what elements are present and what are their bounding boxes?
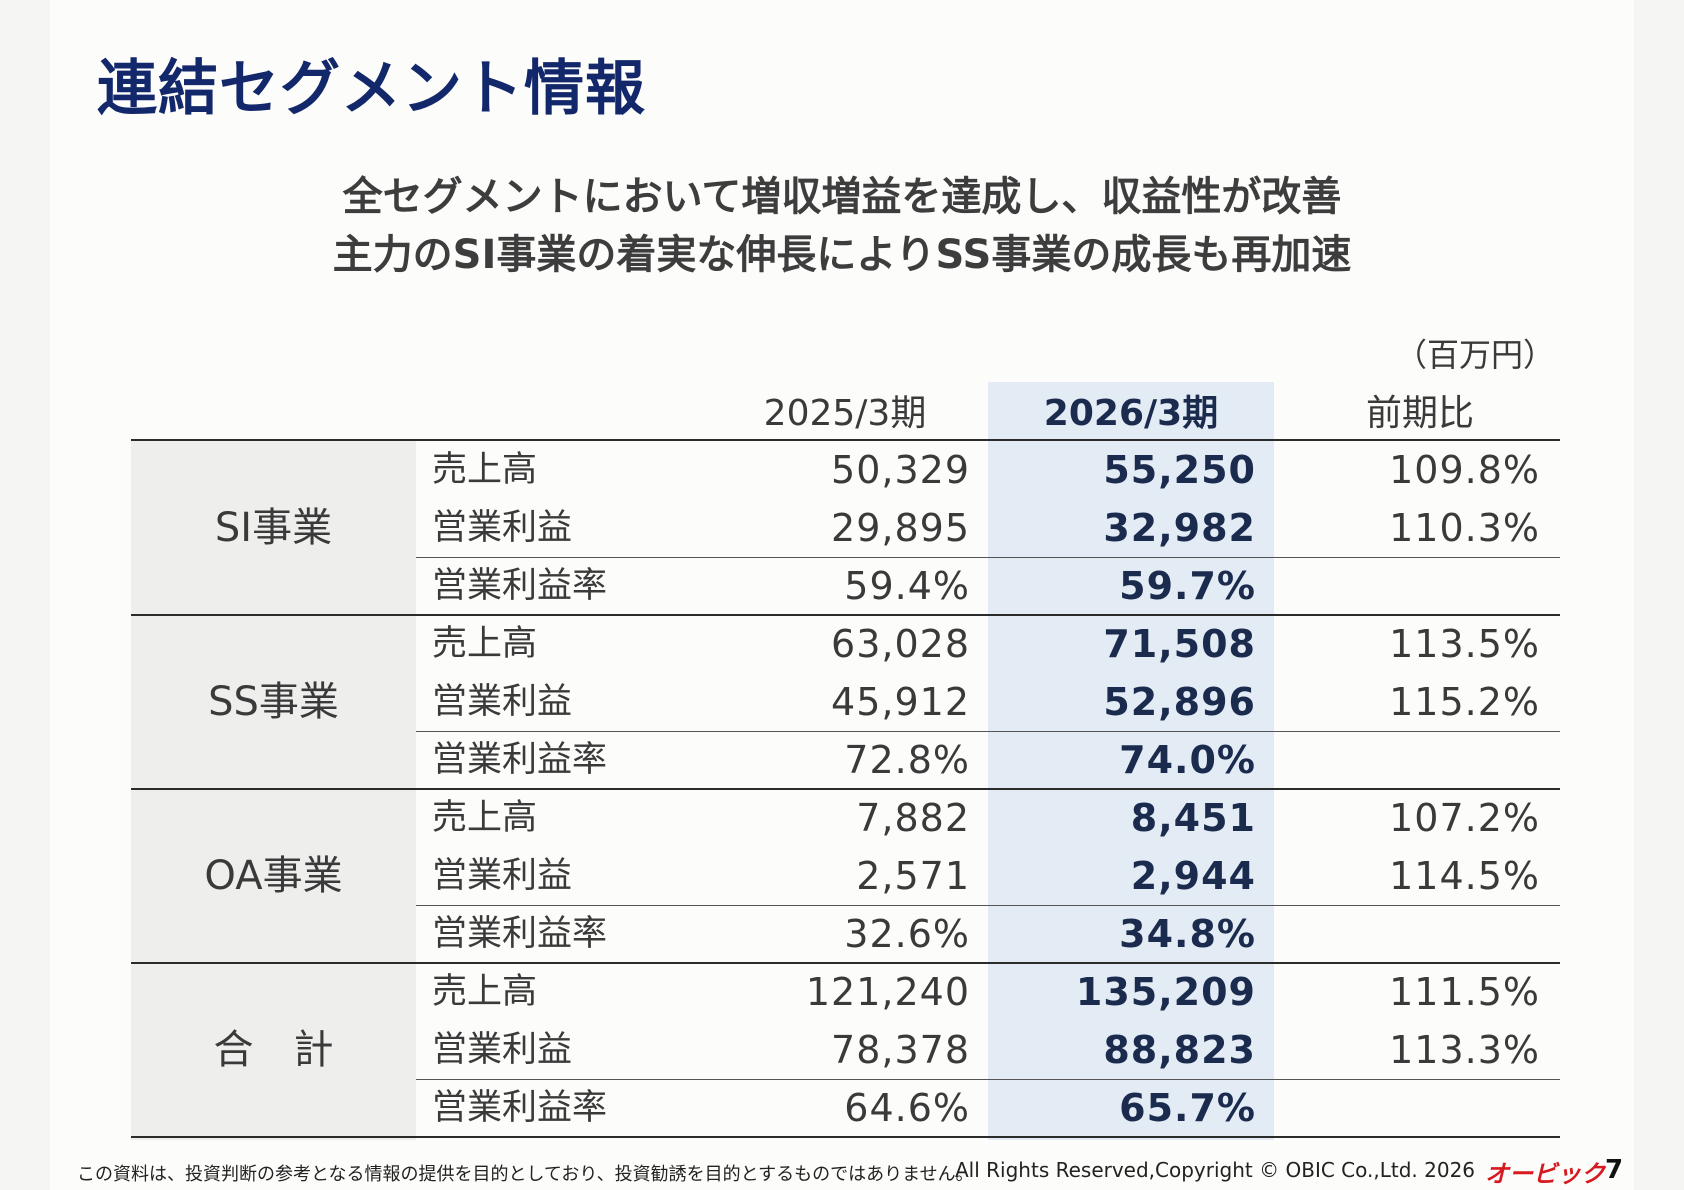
value-prev: 29,895	[831, 506, 970, 550]
value-yoy: 110.3%	[1389, 506, 1540, 550]
value-prev: 59.4%	[844, 564, 970, 608]
headline: 全セグメントにおいて増収増益を達成し、収益性が改善 主力のSI事業の着実な伸長に…	[0, 168, 1684, 284]
column-header-yoy: 前期比	[1365, 393, 1474, 434]
segment-name: SI事業	[214, 505, 333, 551]
value-prev: 64.6%	[844, 1086, 970, 1130]
value-yoy	[1320, 905, 1540, 963]
value-curr: 88,823	[1103, 1028, 1256, 1072]
row-label: 営業利益	[432, 1030, 573, 1070]
value-yoy	[1320, 557, 1540, 615]
row-label: 売上高	[432, 450, 538, 490]
value-yoy: 107.2%	[1389, 796, 1540, 840]
row-label: 営業利益率	[432, 566, 608, 606]
row-rule	[416, 1079, 1560, 1080]
value-curr: 2,944	[1130, 854, 1256, 898]
value-curr: 55,250	[1103, 448, 1256, 492]
value-prev: 32.6%	[844, 912, 970, 956]
row-label: 売上高	[432, 972, 538, 1012]
value-curr: 135,209	[1075, 970, 1256, 1014]
value-prev: 72.8%	[844, 738, 970, 782]
value-curr: 8,451	[1130, 796, 1256, 840]
headline-line-1: 全セグメントにおいて増収増益を達成し、収益性が改善	[342, 174, 1342, 220]
row-label: 売上高	[432, 798, 538, 838]
disclaimer: この資料は、投資判断の参考となる情報の提供を目的としており、投資勧誘を目的とする…	[77, 1164, 974, 1185]
copyright: All Rights Reserved,Copyright © OBIC Co.…	[955, 1158, 1476, 1182]
value-curr: 65.7%	[1119, 1086, 1256, 1130]
value-yoy: 111.5%	[1389, 970, 1540, 1014]
segment-name-background	[131, 441, 416, 1140]
company-logo: オービック	[1485, 1160, 1605, 1188]
row-label: 営業利益率	[432, 1088, 608, 1128]
header-rule	[131, 439, 1560, 441]
headline-line-2: 主力のSI事業の着実な伸長によりSS事業の成長も再加速	[332, 232, 1352, 278]
value-curr: 34.8%	[1119, 912, 1256, 956]
value-curr: 59.7%	[1119, 564, 1256, 608]
segment-name: OA事業	[204, 853, 343, 899]
unit-label: （百万円）	[1395, 336, 1556, 374]
page-number: 7	[1605, 1155, 1624, 1185]
value-prev: 121,240	[805, 970, 970, 1014]
segment-rule	[131, 962, 1560, 964]
value-curr: 32,982	[1103, 506, 1256, 550]
segment-name: 合 計	[213, 1027, 334, 1073]
page-title: 連結セグメント情報	[97, 54, 646, 124]
column-header-curr: 2026/3期	[1043, 393, 1219, 434]
row-label: 営業利益	[432, 508, 573, 548]
value-yoy: 115.2%	[1389, 680, 1540, 724]
row-label: 営業利益率	[432, 740, 608, 780]
value-yoy: 113.3%	[1389, 1028, 1540, 1072]
segment-rule	[131, 614, 1560, 616]
value-curr: 71,508	[1103, 622, 1256, 666]
value-curr: 74.0%	[1119, 738, 1256, 782]
row-rule	[416, 905, 1560, 906]
column-header-prev: 2025/3期	[763, 393, 927, 434]
segment-rule	[131, 1136, 1560, 1138]
value-yoy	[1320, 1079, 1540, 1137]
row-label: 営業利益	[432, 856, 573, 896]
value-prev: 50,329	[831, 448, 970, 492]
value-prev: 45,912	[831, 680, 970, 724]
segment-name: SS事業	[208, 679, 339, 725]
row-label: 売上高	[432, 624, 538, 664]
value-prev: 78,378	[831, 1028, 970, 1072]
row-rule	[416, 731, 1560, 732]
value-yoy: 113.5%	[1389, 622, 1540, 666]
value-yoy: 109.8%	[1389, 448, 1540, 492]
current-period-highlight	[988, 382, 1274, 1140]
value-yoy: 114.5%	[1389, 854, 1540, 898]
segment-rule	[131, 788, 1560, 790]
row-label: 営業利益率	[432, 914, 608, 954]
value-prev: 63,028	[831, 622, 970, 666]
row-rule	[416, 557, 1560, 558]
value-yoy	[1320, 731, 1540, 789]
value-curr: 52,896	[1103, 680, 1256, 724]
value-prev: 2,571	[856, 854, 970, 898]
value-prev: 7,882	[856, 796, 970, 840]
row-label: 営業利益	[432, 682, 573, 722]
